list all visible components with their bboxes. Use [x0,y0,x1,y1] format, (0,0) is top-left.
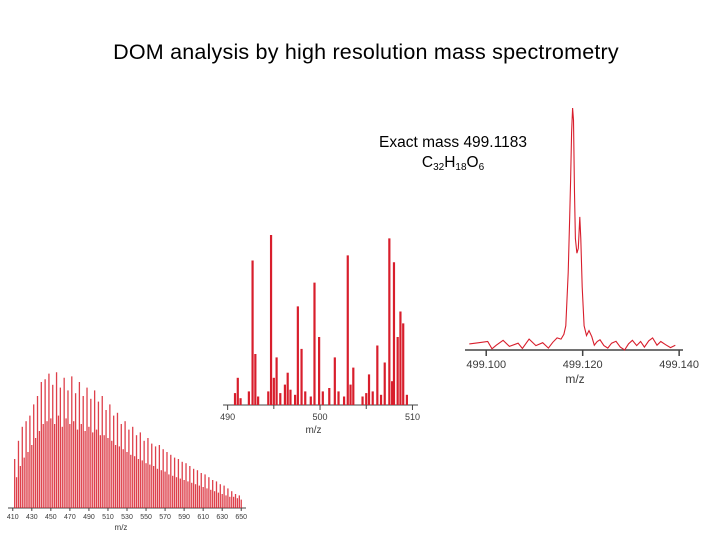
x-tick-label: 500 [313,412,328,422]
formula-carbon-count: 32 [433,162,445,173]
x-tick-label: 510 [405,412,420,422]
exact-mass-label: Exact mass 499.1183 [379,134,527,151]
x-tick-label: 410 [7,514,19,521]
x-tick-label: 550 [140,514,152,521]
x-tick-label: 630 [216,514,228,521]
zoomed-peak-chart: 499.100 499.120 499.140 m/z [465,107,699,386]
x-tick-label: 610 [197,514,209,521]
formula-oxygen: O [466,154,479,171]
x-tick-label: 490 [83,514,95,521]
x-tick-label: 499.120 [563,359,603,371]
x-tick-label: 470 [64,514,76,521]
broadband-spectrum-chart: 410 430 450 470 490 510 530 550 570 590 610 630 650 m… [7,372,247,532]
x-tick-label: 499.100 [466,359,506,371]
mid-range-spectrum-chart: 490 500 510 m/z [220,235,420,436]
formula-hydrogen: H [444,154,456,171]
slide-title: DOM analysis by high resolution mass spe… [113,40,619,64]
x-tick-label: 530 [121,514,133,521]
x-tick-label: 499.140 [659,359,699,371]
formula-hydrogen-count: 18 [455,162,467,173]
x-tick-label: 650 [235,514,247,521]
x-axis-label: m/z [565,372,584,386]
x-tick-label: 430 [26,514,38,521]
spectrum-profile-line [469,107,676,351]
x-tick-label: 450 [45,514,57,521]
x-axis-label: m/z [305,425,321,436]
formula-oxygen-count: 6 [478,162,485,173]
x-tick-label: 570 [159,514,171,521]
x-tick-label: 590 [178,514,190,521]
x-axis-label: m/z [115,523,128,532]
formula-carbon: C [421,154,434,171]
molecular-formula: C32H18O6 [348,153,558,173]
exact-mass-annotation: Exact mass 499.1183 C32H18O6 [348,133,558,173]
x-tick-label: 490 [220,412,235,422]
x-tick-label: 510 [102,514,114,521]
